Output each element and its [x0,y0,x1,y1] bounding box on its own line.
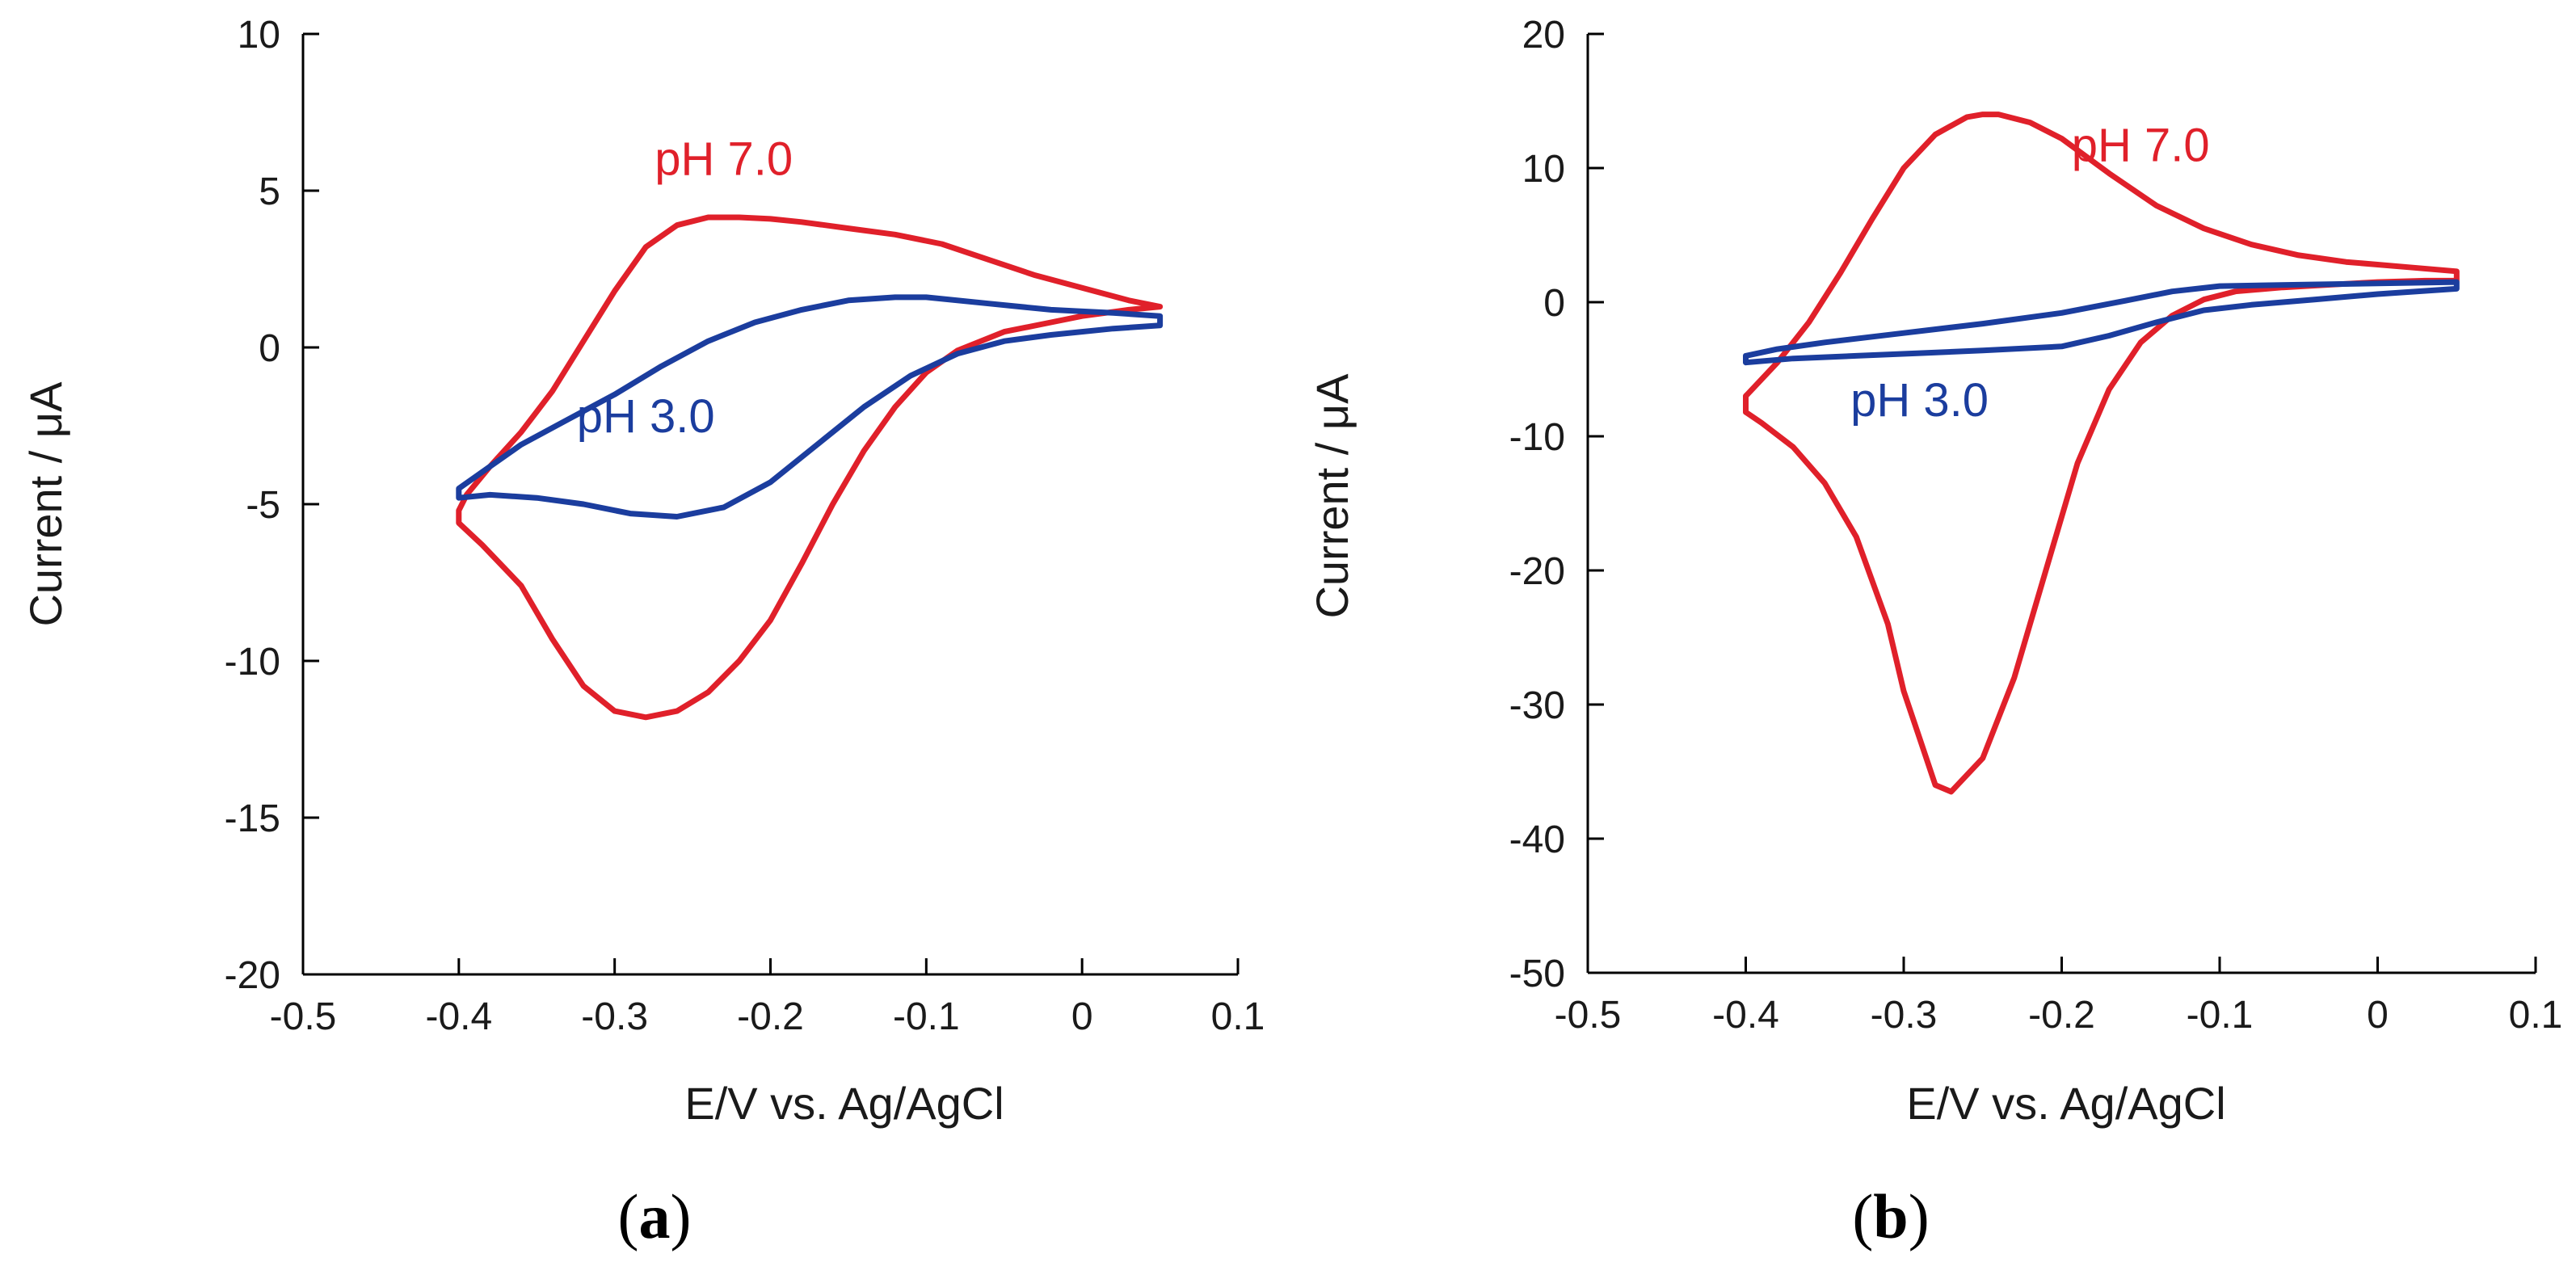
panel-a-series-ph-3-0-label: pH 3.0 [577,390,715,443]
panel-b-x-tick-label: -0.2 [2028,994,2095,1037]
panel-a-x-tick-label: -0.2 [737,995,804,1038]
panel-a-y-tick-label: -5 [246,484,280,527]
panel-b-y-axis-title: Current / μA [1307,373,1357,619]
panel-b-y-tick-label: 0 [1543,282,1565,325]
panel-b-y-tick-label: -40 [1509,818,1565,861]
panel-a-y-tick-label: -20 [225,954,280,997]
panel-b-y-tick-label: 20 [1522,14,1565,57]
panel-a-series-ph-7-0-label: pH 7.0 [655,133,793,186]
panel-b-letter: b [1873,1181,1908,1252]
panel-b-y-tick-label: -30 [1509,684,1565,727]
panel-b-x-tick-label: -0.4 [1712,994,1779,1037]
panel-b-y-tick-label: -10 [1509,416,1565,459]
panel-b-x-tick-label: 0 [2367,994,2389,1037]
panel-a-y-tick-label: 5 [259,170,280,213]
panel-b-y-tick-label: 10 [1522,148,1565,191]
panel-a-x-tick-label: -0.4 [425,995,492,1038]
panel-b-x-tick-label: -0.5 [1555,994,1622,1037]
panel-b-x-axis-title: E/V vs. Ag/AgCl [1906,1078,2225,1129]
panel-a-y-tick-label: -10 [225,641,280,684]
panel-b-series-ph-7-0-curve [1743,111,2460,795]
panel-a-series-ph-3-0-curve [456,294,1164,520]
panel-a-series-ph-7-0-curve [456,214,1164,721]
panel-a-y-tick-label: 10 [238,14,280,57]
panel-a-x-tick-label: 0 [1071,995,1093,1038]
panel-b-y-tick-label: -50 [1509,953,1565,995]
panel-a-y-axis-title: Current / μA [20,381,71,627]
panel-a-x-axis-title: E/V vs. Ag/AgCl [684,1078,1004,1129]
panel-a-label: (a) [618,1181,692,1252]
panel-b-chart: 20 10 0 -10 -20 -30 -40 -50-0.5 -0.4 -0.3 -0.2 -0.1… [1307,14,2562,1129]
panel-a-x-tick-label: -0.1 [893,995,960,1038]
panel-a-x-tick-label: -0.3 [581,995,648,1038]
panel-b-series-ph-3-0-curve [1743,279,2460,366]
panel-a-letter: a [639,1181,671,1252]
panel-a-x-tick-label: -0.5 [270,995,337,1038]
panel-a-x-tick-label: 0.1 [1211,995,1265,1038]
panel-b-x-tick-label: -0.3 [1871,994,1938,1037]
panel-a-y-tick-label: -15 [225,797,280,840]
panel-b-y-tick-label: -20 [1509,550,1565,593]
panel-b-series-ph-7-0-label: pH 7.0 [2072,120,2210,172]
panel-b-label: (b) [1852,1181,1929,1252]
panel-b-x-tick-label: -0.1 [2187,994,2254,1037]
panel-b-series-ph-3-0-label: pH 3.0 [1850,374,1989,427]
panel-a-chart: 10 5 0 -5 -10 -15 -20-0.5 -0.4 -0.3 -0.2 -0.1 0 0.1 E… [20,14,1265,1129]
panel-a-y-tick-label: 0 [259,327,280,370]
panel-b-x-tick-label: 0.1 [2509,994,2563,1037]
